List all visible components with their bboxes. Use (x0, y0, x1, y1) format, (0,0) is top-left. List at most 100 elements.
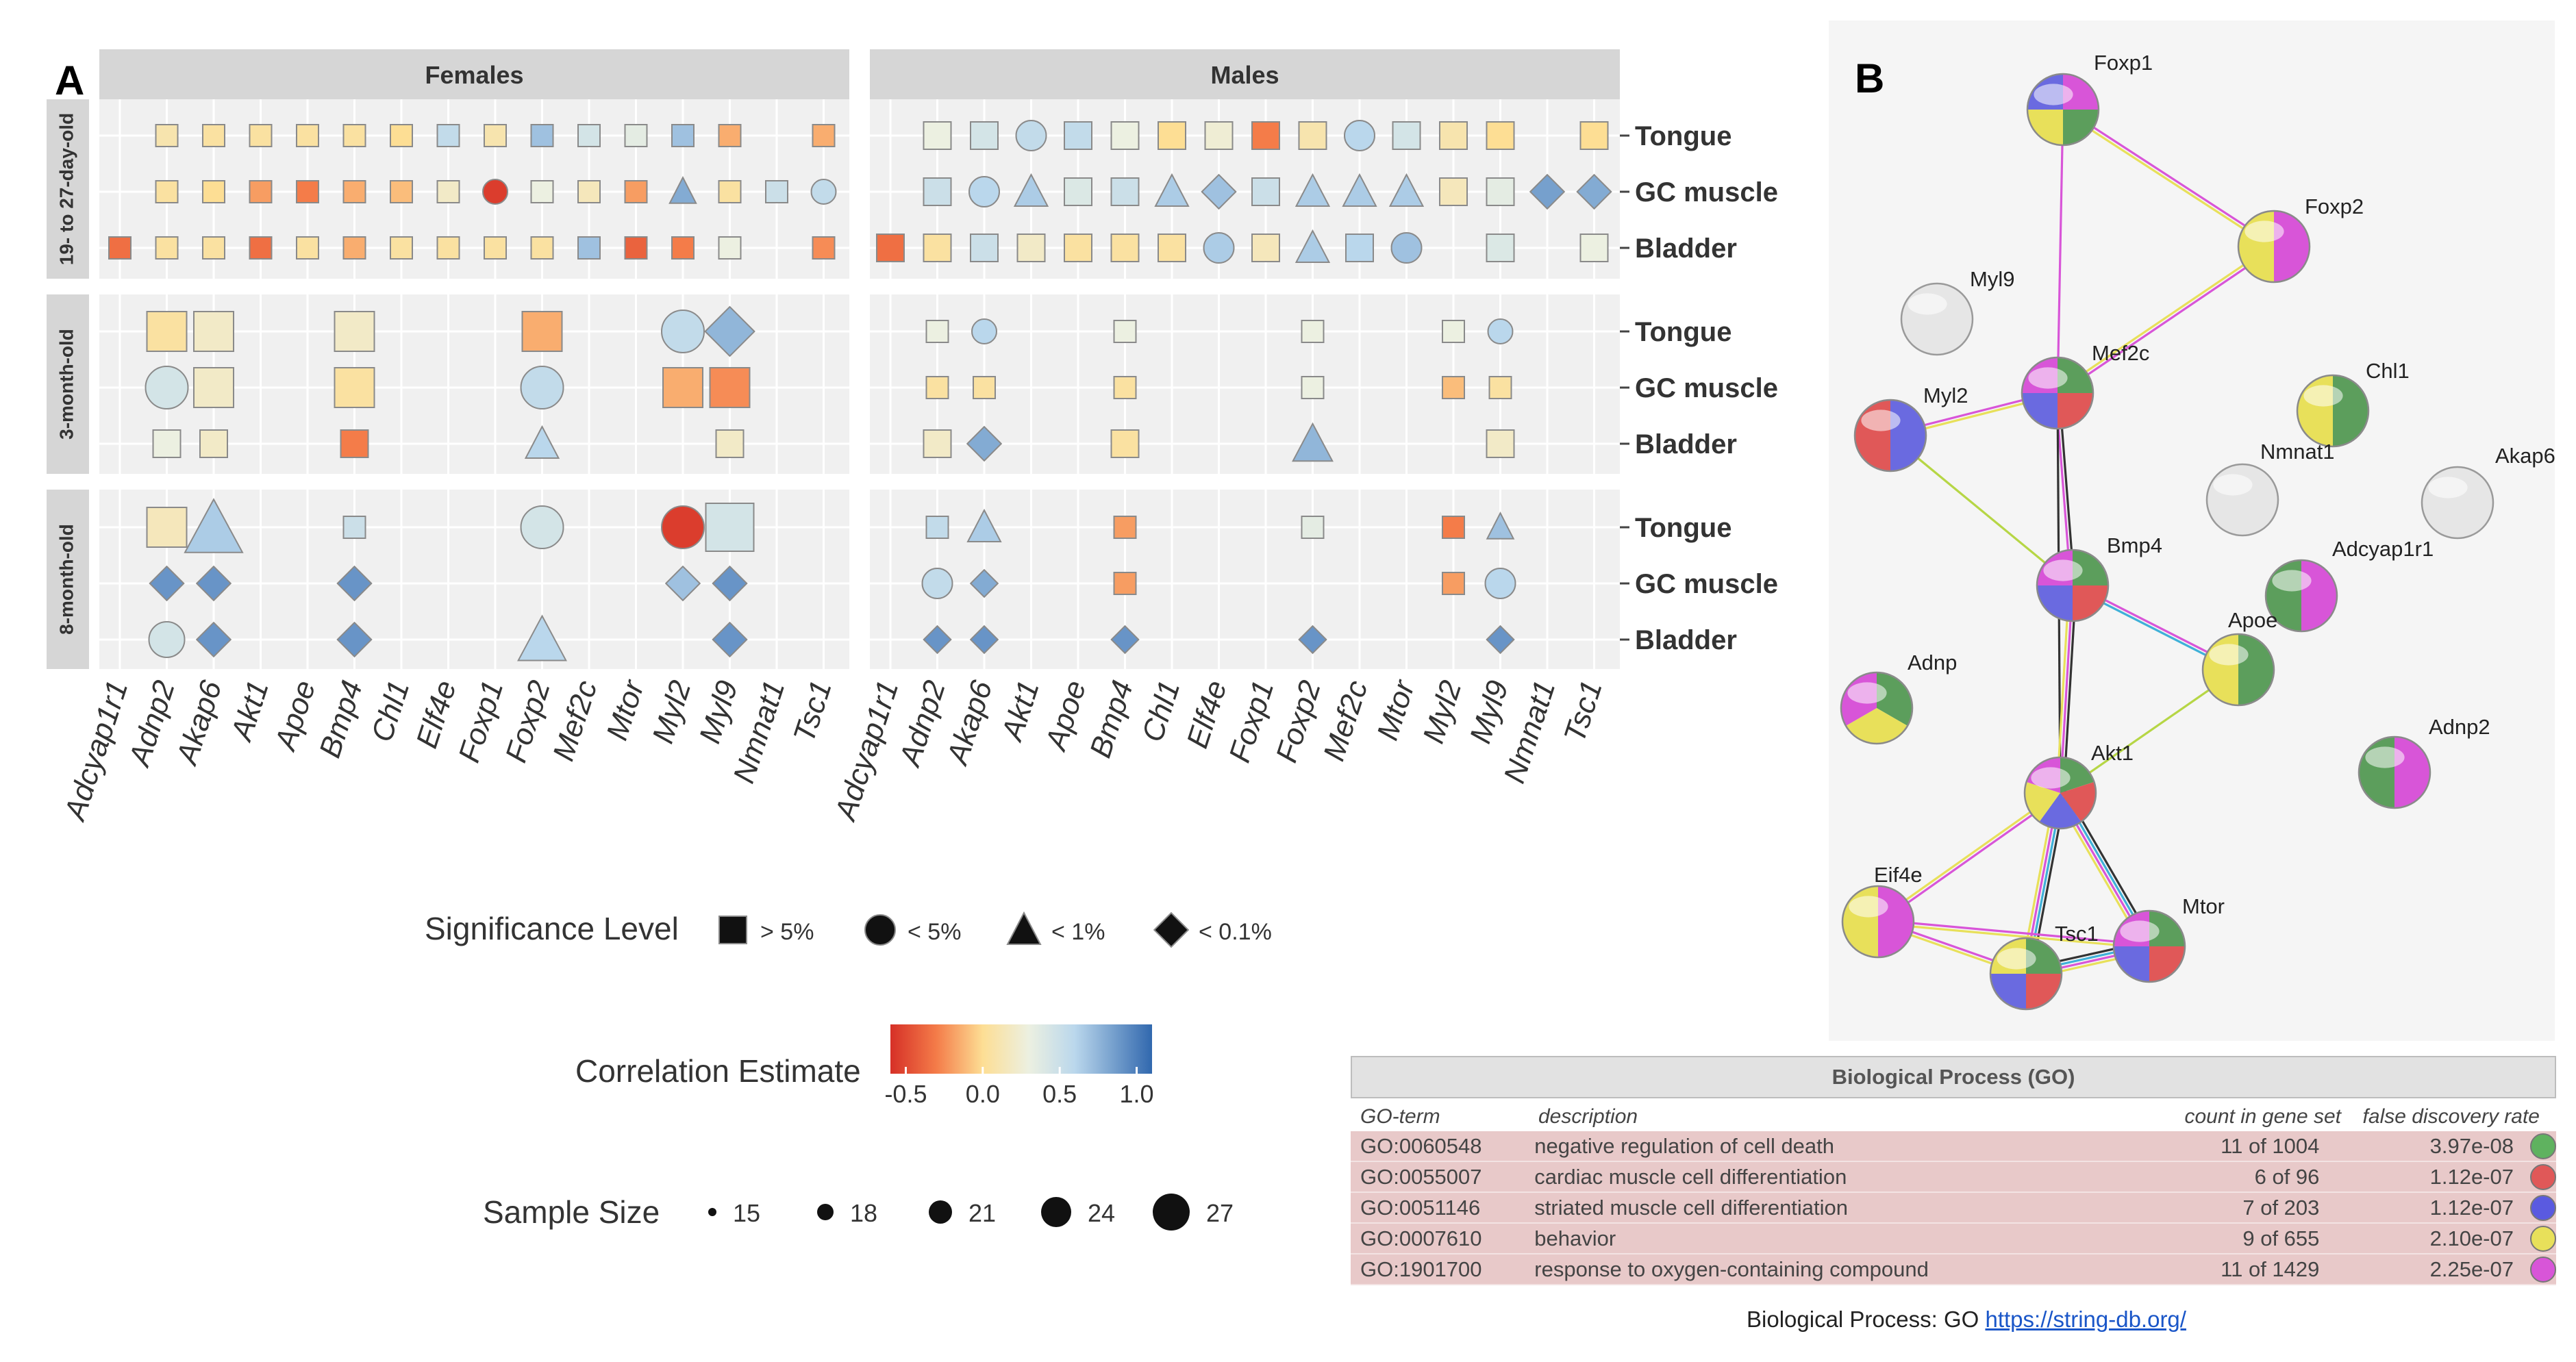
data-point (921, 568, 953, 599)
node-highlight (2365, 746, 2405, 768)
age-strip-label: 8-month-old (55, 524, 77, 635)
node-label: Eif4e (1874, 863, 1923, 887)
node-outline (2237, 210, 2311, 283)
node-highlight (2209, 644, 2249, 666)
data-point (1251, 234, 1280, 262)
node-highlight (2028, 367, 2068, 389)
data-point (202, 180, 225, 203)
go-term: GO:0060548 (1360, 1133, 1482, 1158)
tissue-label: Bladder (1635, 625, 1737, 655)
data-point (1439, 121, 1468, 150)
go-header-count: count in gene set (2184, 1105, 2341, 1128)
node-highlight (2031, 767, 2071, 789)
node-body (2421, 466, 2494, 540)
data-point (1113, 376, 1137, 399)
data-point (1342, 173, 1377, 207)
node-label: Nmnat1 (2260, 440, 2335, 464)
data-point (1064, 121, 1092, 150)
data-point (1064, 177, 1092, 206)
data-point (1113, 516, 1137, 539)
data-point (923, 625, 952, 655)
go-count: 11 of 1004 (2221, 1133, 2320, 1158)
data-point (1345, 234, 1374, 262)
node-highlight (2244, 220, 2284, 242)
node-highlight (2213, 474, 2253, 496)
data-point (342, 236, 366, 260)
data-point (342, 516, 366, 539)
data-point (664, 565, 701, 602)
node-highlight (2303, 385, 2343, 407)
data-point (1484, 568, 1516, 599)
data-point (923, 234, 952, 262)
data-point (1486, 121, 1515, 150)
data-point (521, 311, 563, 352)
tissue-label: GC muscle (1635, 373, 1778, 403)
data-point (661, 310, 705, 353)
node-sector (2039, 793, 2081, 829)
data-point (577, 124, 601, 147)
go-count: 7 of 203 (2242, 1195, 2320, 1220)
data-point (765, 180, 788, 203)
sample-size-legend-label: 24 (1088, 1199, 1115, 1227)
data-point (193, 311, 234, 352)
panel-label-a: A (55, 58, 84, 103)
network-edge (2061, 110, 2274, 249)
node-highlight (2034, 84, 2073, 105)
sample-size-legend-key (708, 1208, 716, 1216)
data-point (1016, 234, 1046, 262)
data-point (199, 429, 228, 458)
data-point (715, 429, 745, 458)
age-strip-label: 3-month-old (55, 329, 77, 440)
sample-size-legend-title: Sample Size (483, 1194, 660, 1230)
data-point (1344, 120, 1375, 151)
node-outline (2112, 909, 2186, 983)
node-outline (2296, 374, 2370, 448)
data-point (155, 236, 179, 260)
data-point (390, 236, 413, 260)
data-point (1442, 376, 1465, 399)
string-db-link[interactable]: https://string-db.org/ (1985, 1307, 2186, 1332)
data-point (1110, 625, 1140, 655)
data-point (336, 565, 373, 602)
significance-legend-label: < 0.1% (1199, 919, 1272, 945)
network-edge (1878, 918, 2150, 946)
data-point (1486, 177, 1515, 206)
node-sector (2063, 74, 2099, 110)
data-point (812, 236, 836, 260)
node-label: Tsc1 (2055, 922, 2099, 946)
network-node (1840, 671, 1914, 745)
facet-strip-label: Males (1210, 61, 1279, 89)
network-node (1989, 937, 2063, 1011)
data-point (436, 124, 460, 147)
go-count: 6 of 96 (2254, 1164, 2320, 1189)
significance-legend-key (718, 916, 747, 944)
data-point (1388, 173, 1425, 207)
go-term: GO:0051146 (1360, 1195, 1481, 1220)
data-point (202, 124, 225, 147)
go-table: Biological Process (GO) GO-term descript… (1351, 1056, 2556, 1285)
network-figure: B Foxp1 Foxp2 Myl9 Mef2c Myl2 Chl1 Nmnat1 Akap6 A… (1840, 51, 2555, 1011)
node-label: Foxp2 (2305, 194, 2364, 218)
node-sector (2060, 757, 2094, 793)
data-point (1488, 376, 1512, 399)
data-point (1579, 121, 1609, 150)
data-point (148, 621, 186, 658)
node-highlight (2043, 559, 2083, 581)
sample-size-legend-key (929, 1200, 952, 1224)
network-node (2237, 210, 2311, 283)
data-point (520, 505, 564, 549)
data-point (1487, 318, 1514, 344)
data-point (1295, 229, 1331, 263)
colorbar-tick-label: 0.5 (1042, 1080, 1077, 1108)
network-node (1841, 885, 1915, 959)
network-node (2023, 756, 2097, 830)
network-node (2205, 463, 2279, 537)
go-source: Biological Process: GO https://string-db… (1747, 1307, 2186, 1333)
sample-size-legend-key (817, 1204, 834, 1220)
network-node (1853, 399, 1927, 472)
tissue-label: Bladder (1635, 234, 1737, 264)
data-point (1442, 320, 1465, 343)
tissue-label: Bladder (1635, 429, 1737, 459)
data-point (436, 180, 460, 203)
node-label: Adnp2 (2429, 715, 2490, 739)
